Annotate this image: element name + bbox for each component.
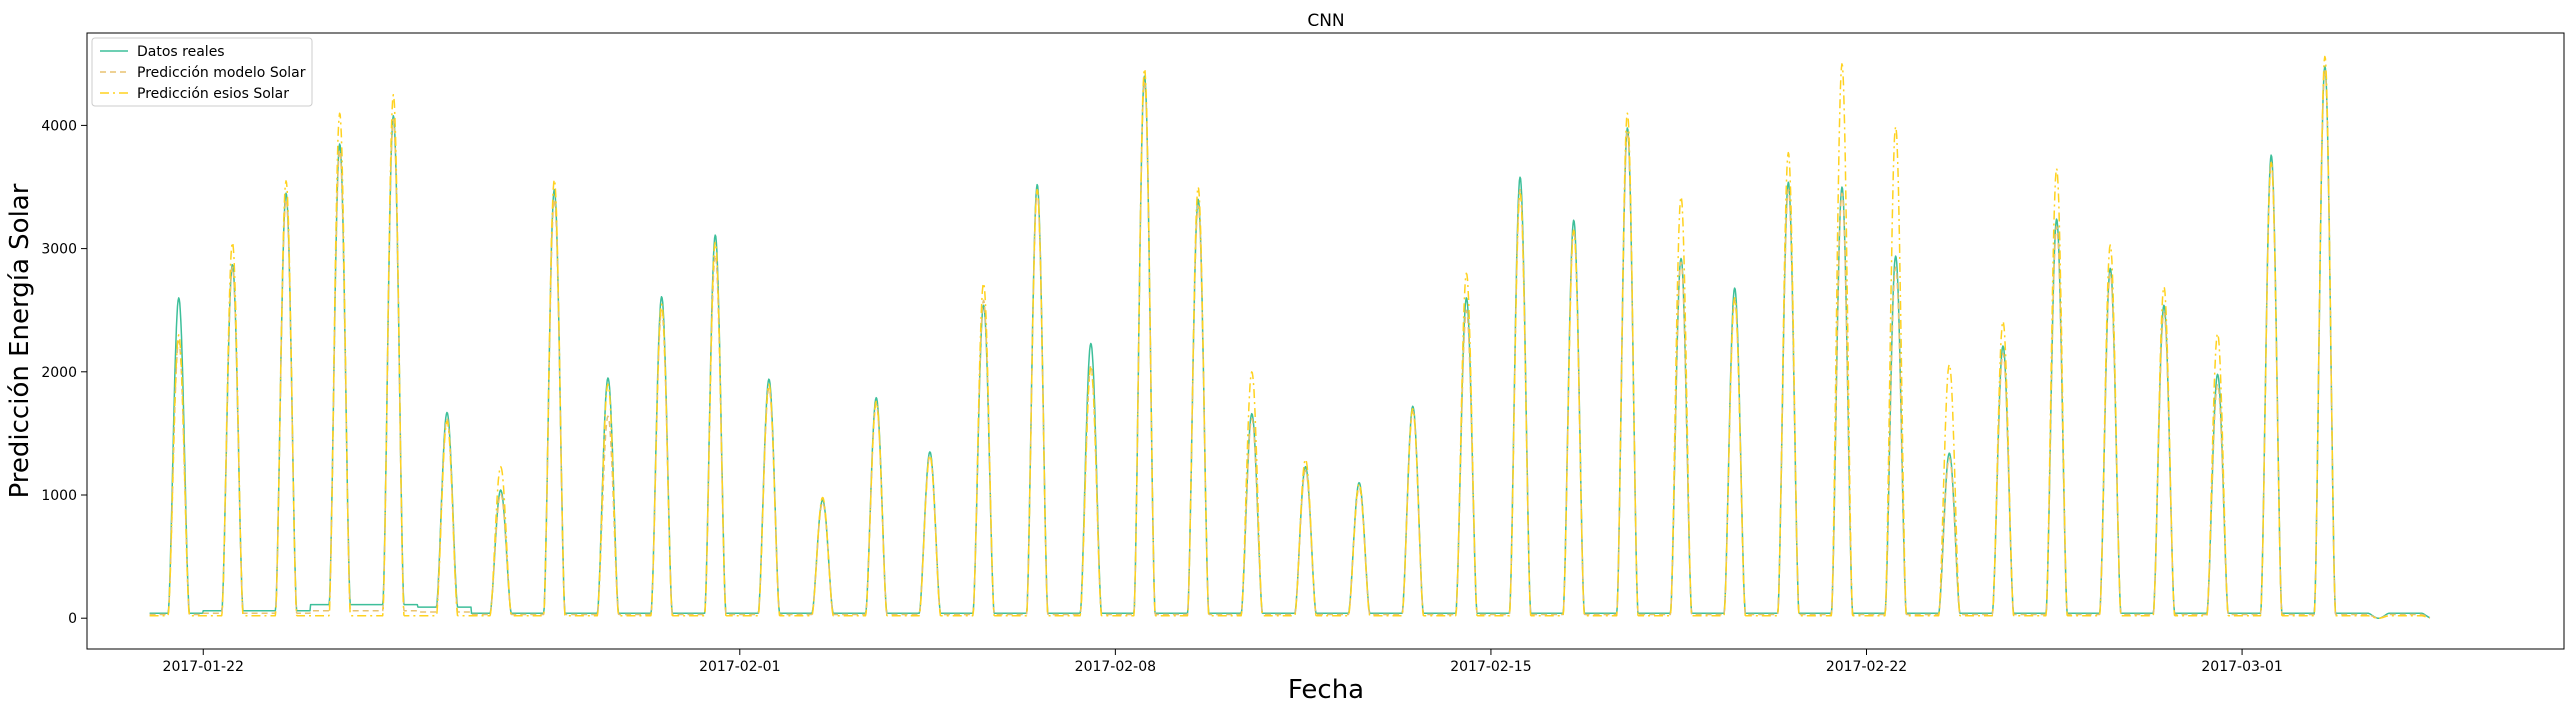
x-tick-label: 2017-02-22 [1826,659,1907,675]
x-tick-label: 2017-02-08 [1075,659,1156,675]
x-tick-label: 2017-03-01 [2201,659,2282,675]
legend-label-esios: Predicción esios Solar [137,86,289,102]
y-tick-label: 4000 [41,118,77,134]
legend-box [91,37,313,107]
chart-title: CNN [1307,11,1344,31]
x-tick-label: 2017-01-22 [163,659,244,675]
legend-label-datos-reales: Datos reales [137,44,225,60]
x-tick-label: 2017-02-15 [1450,659,1531,675]
y-tick-label: 3000 [41,242,77,258]
x-axis-ticks: 2017-01-22 2017-02-01 2017-02-08 2017-02-15… [163,649,2283,675]
x-axis-title: Fecha [1288,675,1364,705]
legend-label-modelo: Predicción modelo Solar [137,65,306,81]
y-axis-ticks: 0 1000 2000 3000 4000 [41,118,87,627]
plot-area [86,32,2565,650]
series-line-1 [149,69,2431,619]
x-tick-label: 2017-02-01 [699,659,780,675]
y-tick-label: 0 [68,611,77,627]
series-layer [149,55,2431,619]
y-tick-label: 2000 [41,365,77,381]
legend: Datos reales Predicción modelo Solar Pre… [91,37,313,107]
y-tick-label: 1000 [41,488,77,504]
series-line-0 [149,65,2431,619]
series-line-2 [149,55,2431,619]
y-axis-title: Predicción Energía Solar [5,183,35,498]
